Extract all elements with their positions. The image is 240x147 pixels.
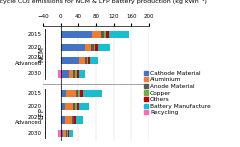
Bar <box>61 130 63 137</box>
Bar <box>73 70 75 77</box>
Bar <box>106 31 109 38</box>
Bar <box>73 103 75 111</box>
Bar <box>61 70 69 77</box>
Bar <box>63 130 66 137</box>
Bar <box>91 44 94 51</box>
Bar <box>61 90 66 97</box>
Bar <box>85 44 91 51</box>
Bar <box>80 90 83 97</box>
Bar <box>84 57 87 64</box>
Bar <box>95 44 98 51</box>
Bar <box>78 90 80 97</box>
Bar <box>73 116 74 124</box>
Legend: Cathode Material, Aluminium, Anode Material, Copper, Others, Battery Manufacture: Cathode Material, Aluminium, Anode Mater… <box>143 70 211 116</box>
Bar <box>61 31 92 38</box>
Bar <box>65 103 73 111</box>
Bar <box>79 70 85 77</box>
Bar <box>90 57 98 64</box>
Bar <box>101 31 104 38</box>
Bar <box>61 44 85 51</box>
Bar <box>68 130 69 137</box>
Bar <box>58 130 61 137</box>
Bar <box>61 103 65 111</box>
Bar <box>92 31 101 38</box>
Text: LFP: LFP <box>38 107 44 120</box>
Bar <box>66 90 76 97</box>
Bar <box>98 44 110 51</box>
Text: NCM: NCM <box>38 46 44 62</box>
Bar <box>75 103 77 111</box>
Bar <box>74 116 76 124</box>
Bar <box>77 70 79 77</box>
Bar <box>66 130 67 137</box>
Bar <box>61 116 65 124</box>
Bar <box>58 70 61 77</box>
Bar <box>83 90 102 97</box>
Bar <box>88 57 90 64</box>
Bar <box>79 57 84 64</box>
Bar <box>76 90 78 97</box>
Bar <box>61 57 79 64</box>
Bar <box>75 70 77 77</box>
Bar <box>109 31 129 38</box>
Bar <box>94 44 95 51</box>
Bar <box>67 130 68 137</box>
Bar <box>69 70 73 77</box>
Bar <box>77 103 79 111</box>
Bar <box>104 31 106 38</box>
Bar <box>69 130 73 137</box>
Bar <box>72 116 73 124</box>
Title: Life-cycle CO₂ emissions for NCM & LFP battery production (kg kWh⁻¹): Life-cycle CO₂ emissions for NCM & LFP b… <box>0 0 206 4</box>
Bar <box>79 103 89 111</box>
Bar <box>87 57 88 64</box>
Bar <box>65 116 72 124</box>
Bar <box>76 116 83 124</box>
